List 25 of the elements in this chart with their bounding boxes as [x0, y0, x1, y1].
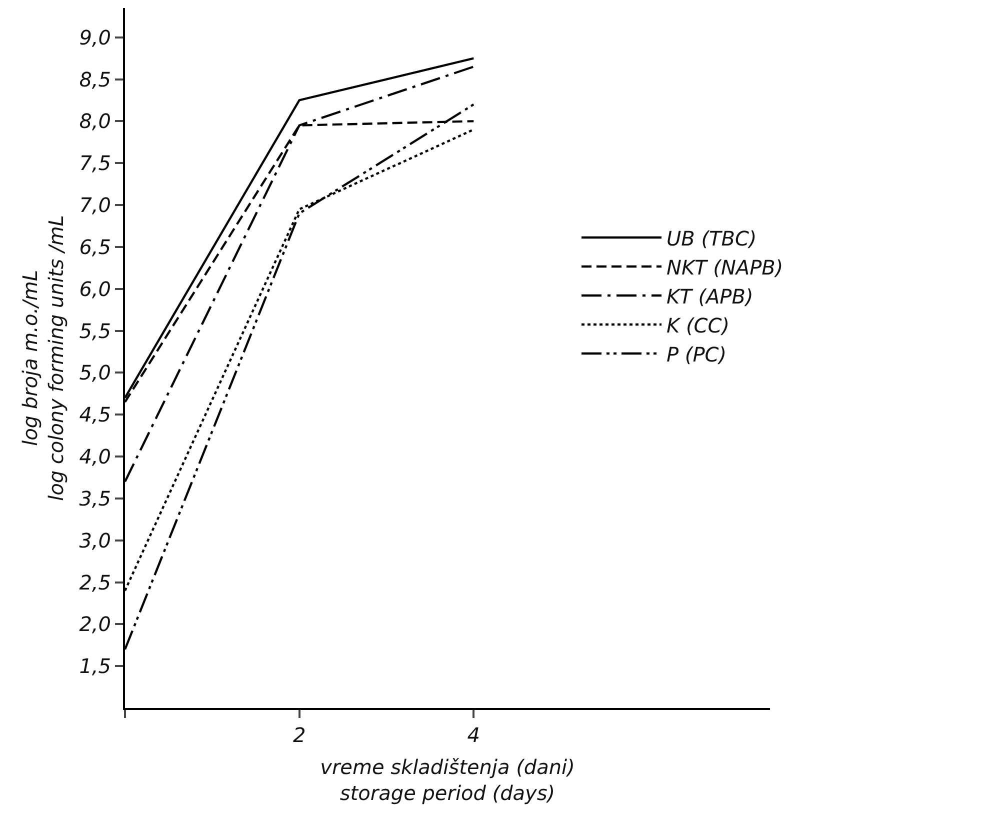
legend-label: UB (TBC) — [666, 226, 757, 250]
y-tick-label: 8,0 — [79, 109, 111, 134]
legend-label: KT (APB) — [666, 284, 754, 308]
y-tick-label: 2,5 — [79, 570, 111, 594]
y-tick-label: 5,0 — [79, 360, 111, 385]
y-tick-label: 4,0 — [79, 444, 111, 468]
y-tick-label: 2,0 — [79, 612, 111, 636]
y-tick-label: 3,5 — [79, 486, 111, 510]
y-tick-label: 7,5 — [79, 151, 111, 176]
y-tick-label: 6,5 — [79, 234, 111, 259]
y-tick-label: 7,0 — [79, 193, 111, 218]
legend-label: NKT (NAPB) — [666, 255, 784, 280]
y-axis-title: log broja m.o./mL log colony forming units /mL — [18, 215, 68, 501]
legend-label: K (CC) — [666, 313, 730, 338]
y-tick-label: 4,5 — [79, 402, 111, 427]
y-tick-label: 9,0 — [79, 25, 111, 50]
x-tick-label: 4 — [467, 723, 480, 747]
x-tick-label: 2 — [292, 723, 306, 747]
legend-label: P (PC) — [666, 342, 727, 366]
y-tick-label: 5,5 — [79, 318, 111, 343]
y-tick-label: 1,5 — [79, 654, 111, 678]
y-tick-label: 8,5 — [79, 67, 111, 92]
x-axis-title: vreme skladištenja (dani) storage period (days) — [320, 755, 575, 805]
y-tick-label: 3,0 — [79, 528, 111, 552]
y-tick-label: 6,0 — [79, 276, 111, 301]
